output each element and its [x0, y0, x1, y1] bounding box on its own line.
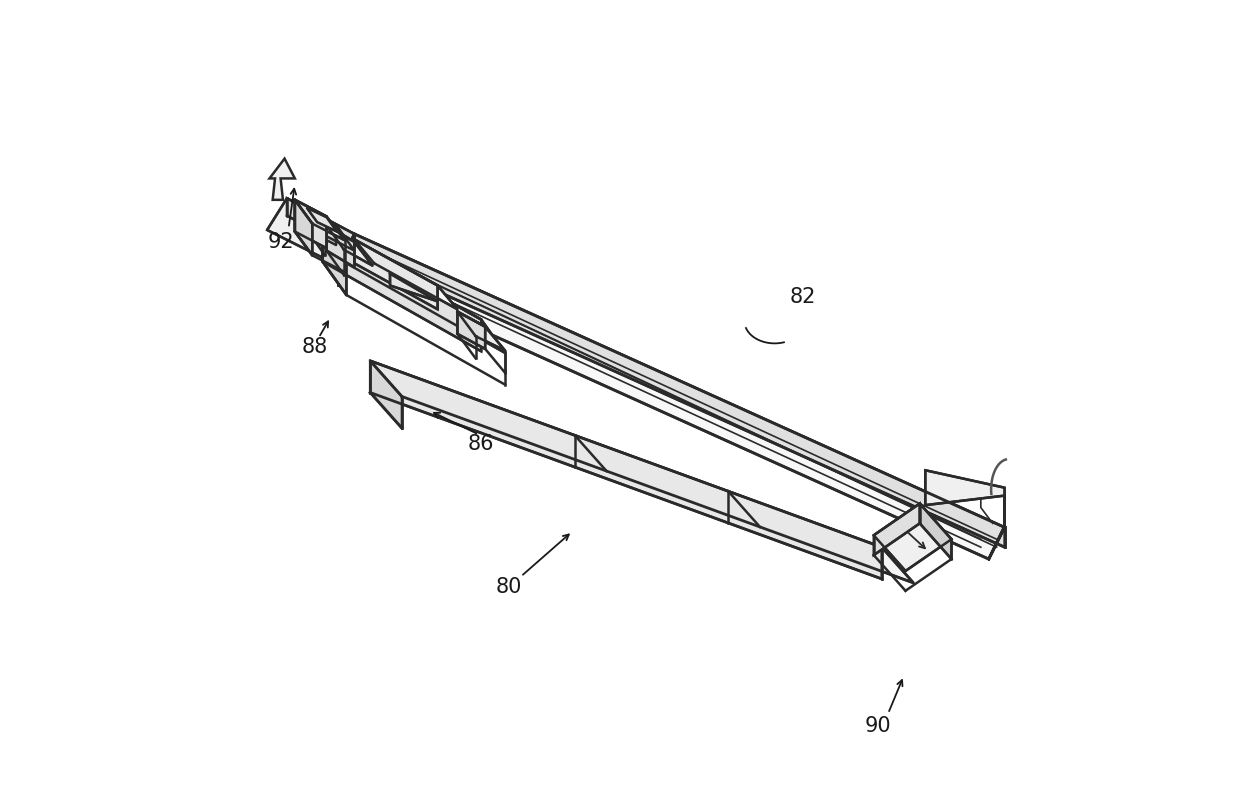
Polygon shape — [326, 225, 372, 266]
Polygon shape — [920, 504, 951, 559]
Polygon shape — [322, 230, 481, 351]
Polygon shape — [295, 200, 326, 248]
Text: 82: 82 — [789, 287, 816, 308]
Text: 90: 90 — [864, 715, 892, 736]
Polygon shape — [371, 361, 914, 583]
Polygon shape — [339, 234, 1004, 559]
Text: 86: 86 — [467, 434, 495, 454]
Polygon shape — [355, 239, 438, 309]
Polygon shape — [355, 239, 458, 309]
Polygon shape — [295, 200, 312, 255]
Polygon shape — [355, 234, 1004, 547]
Polygon shape — [269, 159, 295, 200]
Polygon shape — [458, 312, 485, 349]
Polygon shape — [295, 200, 345, 240]
Text: 80: 80 — [496, 577, 522, 597]
Polygon shape — [306, 208, 337, 232]
Polygon shape — [306, 210, 355, 251]
Polygon shape — [371, 361, 882, 579]
Polygon shape — [371, 361, 402, 428]
Polygon shape — [326, 225, 355, 267]
Polygon shape — [267, 198, 355, 266]
Polygon shape — [925, 470, 1004, 559]
Polygon shape — [458, 312, 505, 351]
Polygon shape — [874, 504, 951, 571]
Text: 92: 92 — [268, 232, 294, 252]
Polygon shape — [322, 230, 346, 295]
Polygon shape — [339, 234, 355, 285]
Polygon shape — [874, 504, 920, 555]
Polygon shape — [306, 210, 336, 245]
Polygon shape — [391, 274, 438, 301]
Polygon shape — [322, 230, 505, 353]
Polygon shape — [286, 198, 355, 251]
Text: 88: 88 — [301, 336, 327, 357]
